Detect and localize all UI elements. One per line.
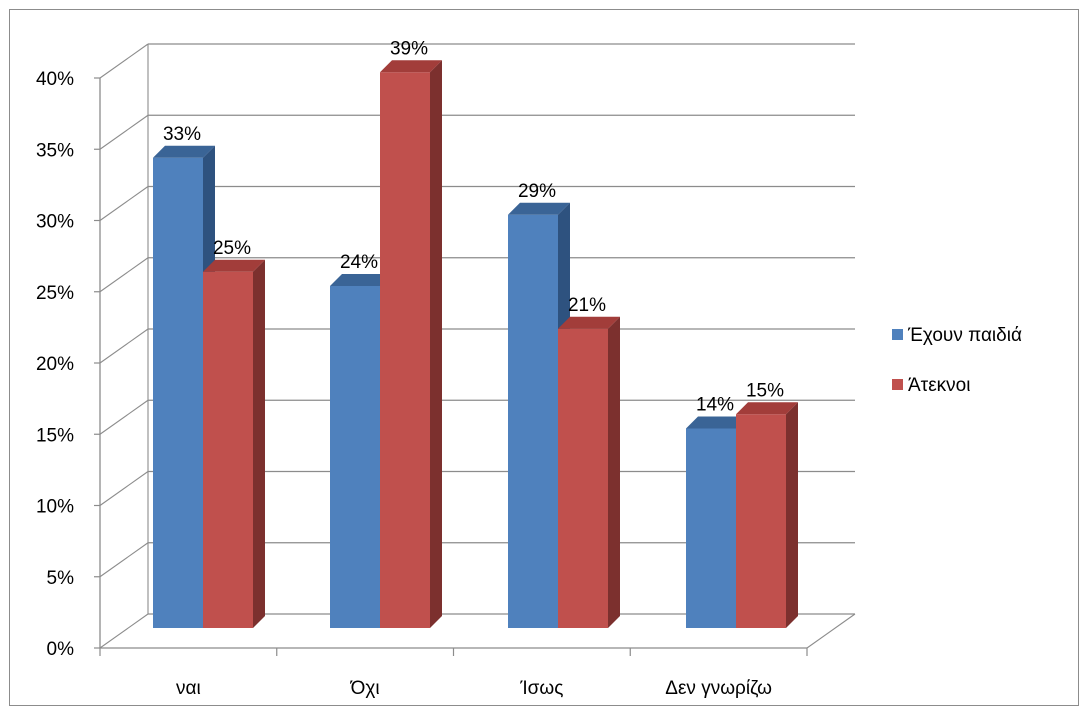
legend-label: Έχουν παιδιά: [907, 325, 1022, 346]
gridline-connector: [99, 328, 149, 364]
gridline-connector: [99, 542, 149, 578]
y-tick-label: 20%: [36, 354, 74, 375]
bar: [686, 428, 736, 628]
y-tick-label: 15%: [36, 425, 74, 446]
legend-label: Άτεκνοι: [908, 375, 970, 396]
bar: [508, 214, 558, 628]
data-label: 21%: [568, 295, 606, 316]
data-label: 14%: [696, 395, 734, 416]
data-label: 15%: [746, 380, 784, 401]
y-tick-label: 25%: [36, 283, 74, 304]
bar: [736, 414, 786, 628]
gridline-connector: [99, 471, 149, 506]
y-tick-label: 0%: [47, 639, 75, 660]
x-tick-label: Ίσως: [519, 678, 563, 699]
bar-side: [430, 60, 442, 628]
y-tick-label: 35%: [36, 140, 74, 161]
gridline-connector: [99, 257, 149, 293]
bar: [330, 286, 380, 628]
bar-side: [253, 259, 265, 628]
bar-side: [786, 402, 798, 628]
x-tick-label: Δεν γνωρίζω: [665, 678, 772, 699]
bar: [153, 157, 203, 628]
y-tick-label: 30%: [36, 212, 74, 233]
data-label: 29%: [518, 181, 556, 202]
legend-swatch: [892, 329, 903, 340]
bar-top: [508, 202, 570, 215]
bar-top: [153, 145, 215, 158]
x-tick-label: ναι: [176, 678, 201, 699]
bar-top: [330, 274, 392, 286]
x-tick-label: Όχι: [350, 678, 380, 699]
y-tick-label: 10%: [36, 497, 74, 518]
bar-top: [686, 416, 748, 429]
gridline-connector: [99, 613, 149, 649]
bar-top: [558, 316, 620, 329]
legend-swatch: [892, 379, 903, 390]
bar-top: [736, 402, 798, 415]
bar-top: [380, 60, 442, 73]
data-label: 33%: [163, 124, 201, 145]
data-label: 39%: [390, 38, 428, 59]
bar-side: [608, 316, 620, 628]
bar: [380, 72, 430, 628]
data-label: 24%: [340, 252, 378, 273]
gridline-connector: [99, 43, 149, 79]
bar: [558, 328, 608, 628]
data-label: 25%: [213, 238, 251, 259]
gridline-connector: [99, 399, 149, 435]
bar: [203, 271, 253, 628]
y-tick-label: 40%: [36, 69, 74, 90]
bar-top: [203, 259, 265, 272]
gridline-connector: [99, 186, 149, 221]
gridline-connector: [99, 114, 149, 150]
y-tick-label: 5%: [47, 568, 75, 589]
floor-right-edge: [806, 613, 856, 649]
